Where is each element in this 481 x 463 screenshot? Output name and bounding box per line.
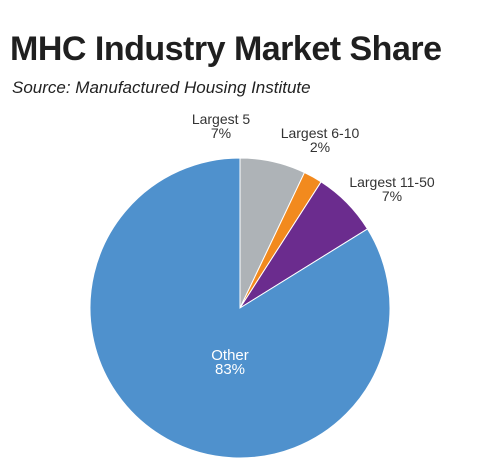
slice-label-other: Other 83%	[211, 347, 249, 378]
slice-label-largest-5: Largest 5 7%	[192, 111, 251, 141]
slice-percent: 7%	[382, 188, 402, 204]
pie-slices	[89, 157, 391, 459]
chart-subtitle: Source: Manufactured Housing Institute	[12, 78, 311, 97]
chart-title: MHC Industry Market Share	[10, 30, 442, 68]
slice-name: Largest 11-50	[349, 174, 435, 190]
slice-percent: 83%	[215, 361, 245, 378]
slice-name: Largest 5	[192, 111, 251, 127]
slice-name: Largest 6-10	[281, 125, 360, 141]
pie-labels: Largest 5 7% Largest 6-10 2%Largest 11-50 7%…	[192, 111, 435, 378]
slice-label-largest-6-10: Largest 6-10 2%	[281, 125, 360, 155]
pie-slice-other	[89, 157, 391, 459]
slice-name: Other	[211, 347, 249, 364]
slice-percent: 7%	[211, 125, 231, 141]
slice-label-largest-11-50: Largest 11-50 7%	[349, 174, 435, 204]
slice-percent: 2%	[310, 139, 330, 155]
